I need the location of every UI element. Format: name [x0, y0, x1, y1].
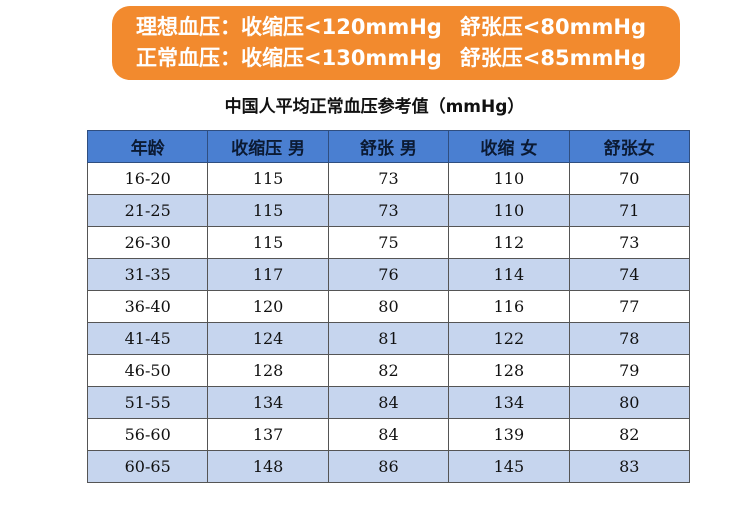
table-row: 21-25 115 73 110 71	[86, 194, 691, 227]
cell-age: 51-55	[86, 386, 209, 419]
header-diastolic-male: 舒张 男	[327, 130, 450, 163]
cell-systolic-female: 134	[448, 386, 570, 419]
cell-diastolic-male: 84	[327, 418, 450, 451]
cell-systolic-male: 137	[207, 418, 329, 451]
cell-diastolic-female: 78	[568, 322, 691, 355]
table-row: 46-50 128 82 128 79	[86, 354, 691, 387]
table-row: 26-30 115 75 112 73	[86, 226, 691, 259]
table-row: 60-65 148 86 145 83	[86, 450, 691, 483]
normal-bp-label: 正常血压：	[136, 46, 241, 70]
cell-diastolic-female: 80	[568, 386, 691, 419]
cell-systolic-female: 110	[448, 194, 570, 227]
header-diastolic-female: 舒张女	[568, 130, 691, 163]
cell-systolic-female: 122	[448, 322, 570, 355]
cell-diastolic-female: 74	[568, 258, 691, 291]
table-row: 16-20 115 73 110 70	[86, 162, 691, 195]
cell-systolic-male: 115	[207, 194, 329, 227]
cell-diastolic-male: 75	[327, 226, 450, 259]
ideal-bp-label: 理想血压：	[136, 15, 241, 39]
cell-systolic-female: 114	[448, 258, 570, 291]
header-systolic-male: 收缩压 男	[207, 130, 329, 163]
cell-age: 21-25	[86, 194, 209, 227]
cell-systolic-male: 120	[207, 290, 329, 323]
cell-age: 36-40	[86, 290, 209, 323]
cell-systolic-male: 124	[207, 322, 329, 355]
cell-systolic-female: 145	[448, 450, 570, 483]
cell-diastolic-female: 82	[568, 418, 691, 451]
cell-systolic-male: 115	[207, 162, 329, 195]
table-row: 41-45 124 81 122 78	[86, 322, 691, 355]
cell-diastolic-female: 77	[568, 290, 691, 323]
ideal-systolic: 收缩压<120mmHg	[241, 15, 442, 39]
cell-diastolic-male: 73	[327, 194, 450, 227]
cell-diastolic-male: 81	[327, 322, 450, 355]
cell-systolic-male: 134	[207, 386, 329, 419]
cell-diastolic-female: 73	[568, 226, 691, 259]
cell-age: 41-45	[86, 322, 209, 355]
header-age: 年龄	[86, 130, 209, 163]
cell-diastolic-male: 84	[327, 386, 450, 419]
cell-age: 16-20	[86, 162, 209, 195]
cell-systolic-female: 112	[448, 226, 570, 259]
table-header-row: 年龄 收缩压 男 舒张 男 收缩 女 舒张女	[86, 130, 691, 163]
reference-banner: 理想血压：收缩压<120mmHg 舒张压<80mmHg 正常血压：收缩压<130m…	[112, 6, 680, 80]
cell-systolic-male: 117	[207, 258, 329, 291]
table-title: 中国人平均正常血压参考值（mmHg）	[224, 97, 525, 117]
normal-systolic: 收缩压<130mmHg	[241, 46, 442, 70]
cell-diastolic-male: 73	[327, 162, 450, 195]
bp-reference-table: 年龄 收缩压 男 舒张 男 收缩 女 舒张女 16-20 115 73 110 70 21…	[86, 130, 691, 483]
ideal-bp-line: 理想血压：收缩压<120mmHg 舒张压<80mmHg	[136, 13, 646, 41]
cell-diastolic-female: 83	[568, 450, 691, 483]
cell-age: 31-35	[86, 258, 209, 291]
table-row: 56-60 137 84 139 82	[86, 418, 691, 451]
cell-diastolic-female: 79	[568, 354, 691, 387]
normal-bp-line: 正常血压：收缩压<130mmHg 舒张压<85mmHg	[136, 44, 646, 72]
normal-diastolic: 舒张压<85mmHg	[459, 46, 647, 70]
table-row: 36-40 120 80 116 77	[86, 290, 691, 323]
cell-age: 60-65	[86, 450, 209, 483]
cell-diastolic-male: 82	[327, 354, 450, 387]
cell-systolic-female: 110	[448, 162, 570, 195]
cell-diastolic-male: 86	[327, 450, 450, 483]
cell-systolic-male: 148	[207, 450, 329, 483]
ideal-diastolic: 舒张压<80mmHg	[459, 15, 647, 39]
cell-systolic-female: 128	[448, 354, 570, 387]
cell-systolic-female: 139	[448, 418, 570, 451]
cell-systolic-female: 116	[448, 290, 570, 323]
table-row: 51-55 134 84 134 80	[86, 386, 691, 419]
cell-age: 56-60	[86, 418, 209, 451]
cell-systolic-male: 128	[207, 354, 329, 387]
cell-diastolic-male: 80	[327, 290, 450, 323]
cell-age: 46-50	[86, 354, 209, 387]
cell-diastolic-female: 71	[568, 194, 691, 227]
header-systolic-female: 收缩 女	[448, 130, 570, 163]
cell-age: 26-30	[86, 226, 209, 259]
cell-diastolic-female: 70	[568, 162, 691, 195]
table-row: 31-35 117 76 114 74	[86, 258, 691, 291]
cell-diastolic-male: 76	[327, 258, 450, 291]
cell-systolic-male: 115	[207, 226, 329, 259]
